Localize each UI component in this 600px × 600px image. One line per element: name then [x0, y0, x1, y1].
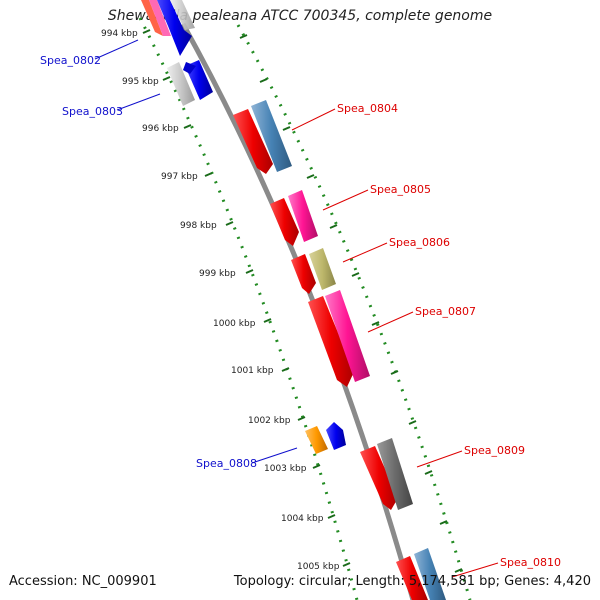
tick-label: 996 kbp [142, 124, 179, 134]
tick-label: 997 kbp [161, 172, 198, 182]
gene-spea-0810[interactable] [396, 548, 446, 600]
gene-label-spea-0806[interactable]: Spea_0806 [389, 236, 450, 249]
gene-spea-0806[interactable] [291, 248, 336, 294]
gene-spea-0802[interactable] [141, 0, 195, 56]
tick-label: 998 kbp [180, 221, 217, 231]
gene-spea-0804[interactable] [233, 100, 292, 174]
gene-label-spea-0804[interactable]: Spea_0804 [337, 102, 398, 115]
gene-label-spea-0810[interactable]: Spea_0810 [500, 556, 561, 569]
tick-label: 1000 kbp [213, 319, 256, 329]
tick-label: 994 kbp [101, 29, 138, 39]
gene-label-spea-0805[interactable]: Spea_0805 [370, 183, 431, 196]
label-leaders [94, 39, 499, 578]
gene-spea-0807[interactable] [308, 290, 370, 387]
tick-label: 1003 kbp [264, 464, 307, 474]
map-title: Shewanella pealeana ATCC 700345, complet… [107, 8, 493, 24]
tick-label: 1002 kbp [248, 416, 291, 426]
gene-spea-0803[interactable] [167, 60, 213, 106]
tick-label: 1004 kbp [281, 514, 324, 524]
topology-text: Topology: circular; Length: 5,174,581 bp… [233, 574, 591, 589]
gene-spea-0805[interactable] [270, 190, 318, 246]
gene-label-spea-0807[interactable]: Spea_0807 [415, 305, 476, 318]
gene-label-spea-0803[interactable]: Spea_0803 [62, 105, 123, 118]
forward-track-ticks [239, 34, 463, 573]
tick-label: 1005 kbp [297, 562, 340, 572]
tick-label: 995 kbp [122, 77, 159, 87]
tick-label: 1001 kbp [231, 366, 274, 376]
tick-label: 999 kbp [199, 269, 236, 279]
gene-label-spea-0808[interactable]: Spea_0808 [196, 457, 257, 470]
gene-label-spea-0809[interactable]: Spea_0809 [464, 444, 525, 457]
reverse-track [138, 17, 359, 600]
gene-spea-0808[interactable] [305, 422, 346, 454]
gene-spea-0809[interactable] [360, 438, 413, 510]
accession-text: Accession: NC_009901 [9, 574, 157, 589]
reverse-track-ticks [142, 29, 351, 567]
gene-label-spea-0802[interactable]: Spea_0802 [40, 54, 101, 67]
